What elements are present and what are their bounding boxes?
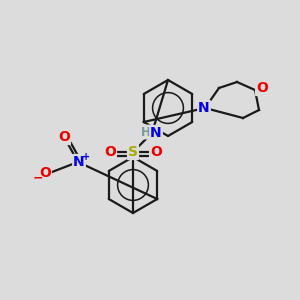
Text: H: H xyxy=(141,125,151,139)
Text: O: O xyxy=(104,145,116,159)
Text: S: S xyxy=(128,145,138,159)
Text: N: N xyxy=(198,101,210,115)
Text: +: + xyxy=(82,152,90,162)
Text: O: O xyxy=(150,145,162,159)
Text: −: − xyxy=(33,172,43,184)
Text: N: N xyxy=(150,126,162,140)
Text: O: O xyxy=(39,166,51,180)
Text: O: O xyxy=(256,81,268,95)
Text: O: O xyxy=(58,130,70,144)
Text: N: N xyxy=(73,155,85,169)
